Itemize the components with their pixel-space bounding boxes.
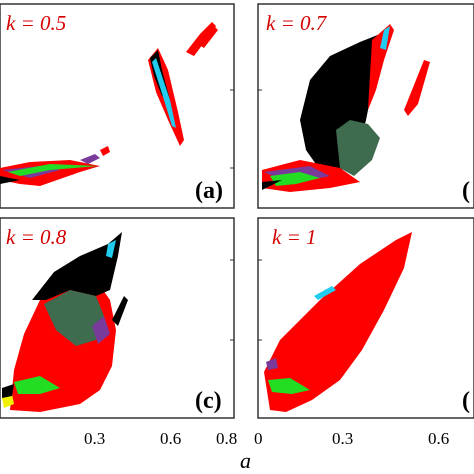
panel-c-k-label: k = 0.8: [6, 225, 67, 249]
x-tick-left-0.8: 0.8: [216, 429, 237, 448]
region-cyan-band: [152, 58, 176, 128]
region-purple: [92, 316, 110, 344]
panel-d: k = 1 (: [257, 217, 474, 419]
x-tick-right-0.3: 0.3: [332, 429, 353, 448]
region-green: [8, 164, 98, 176]
panel-a-k-label: k = 0.5: [6, 11, 66, 35]
region-purple-small: [80, 154, 100, 164]
panel-d-tag: (: [462, 388, 470, 414]
region-red-small: [100, 146, 110, 156]
x-axis-title: a: [240, 448, 251, 473]
region-red-stripes: [186, 22, 216, 56]
x-tick-left-0.6: 0.6: [160, 429, 181, 448]
region-purple: [266, 358, 278, 370]
region-cyan-band: [314, 286, 336, 300]
x-tick-right-0: 0: [254, 429, 263, 448]
panel-c: k = 0.8 (c): [0, 217, 235, 419]
x-axis: 0.3 0.6 0.8 0 0.3 0.6 a: [84, 429, 449, 473]
panel-a-tag: (a): [195, 178, 223, 204]
x-tick-right-0.6: 0.6: [428, 429, 449, 448]
region-black: [0, 176, 20, 184]
region-red-spike: [368, 24, 394, 110]
region-green-dark: [336, 120, 380, 176]
panel-d-k-label: k = 1: [272, 225, 317, 249]
region-green: [14, 376, 60, 394]
panel-b: k = 0.7 (: [257, 3, 474, 209]
region-cyan-band: [380, 26, 390, 50]
region-green: [270, 172, 320, 186]
region-red: [264, 232, 412, 412]
region-green-dark: [44, 290, 104, 346]
region-yellow: [2, 394, 14, 408]
region-cyan-band: [106, 240, 116, 258]
panel-b-tag: (: [462, 178, 470, 204]
x-tick-left-0.3: 0.3: [84, 429, 105, 448]
panel-b-k-label: k = 0.7: [266, 11, 328, 35]
region-black: [32, 232, 122, 300]
panel-a: k = 0.5 (a): [0, 3, 235, 209]
region-green: [268, 378, 310, 394]
panel-c-tag: (c): [195, 388, 222, 414]
